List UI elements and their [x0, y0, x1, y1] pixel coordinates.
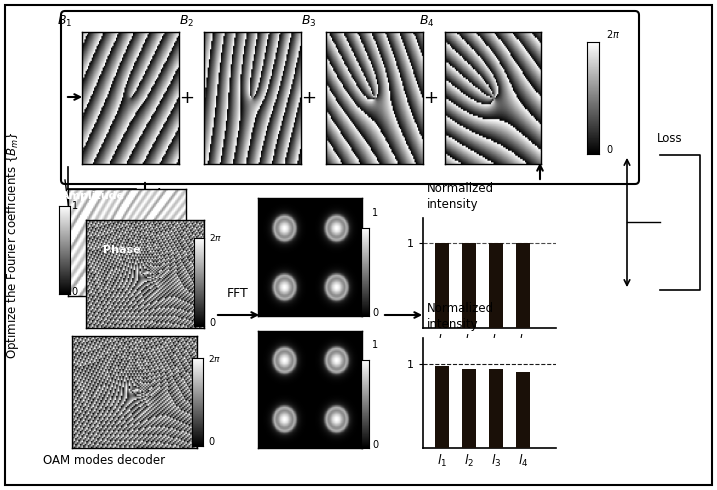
Text: $2\pi$: $2\pi$ — [209, 232, 222, 243]
Text: FFT: FFT — [227, 287, 249, 300]
Text: Arg: Arg — [155, 188, 176, 200]
Text: 0: 0 — [372, 308, 379, 318]
Bar — [435, 244, 449, 328]
Text: $2\pi$: $2\pi$ — [208, 353, 221, 364]
Text: 0: 0 — [72, 287, 78, 296]
Text: $B_1$: $B_1$ — [57, 14, 72, 29]
Text: FFT: FFT — [227, 72, 249, 85]
Bar — [462, 244, 476, 328]
Text: Amplitude: Amplitude — [61, 191, 125, 201]
Text: +: + — [179, 89, 194, 107]
Text: 1: 1 — [372, 208, 379, 218]
Bar — [489, 369, 503, 448]
Text: Normalized
intensity: Normalized intensity — [427, 182, 494, 211]
Text: OAM modes decoder: OAM modes decoder — [43, 454, 165, 467]
Text: $B_4$: $B_4$ — [419, 14, 435, 29]
Text: $2\pi$: $2\pi$ — [606, 28, 620, 40]
Text: 1: 1 — [372, 341, 379, 350]
Text: $B_3$: $B_3$ — [300, 14, 316, 29]
Text: +: + — [301, 89, 315, 107]
Text: $0$: $0$ — [606, 144, 613, 155]
Text: 0: 0 — [372, 440, 379, 450]
Text: $B_2$: $B_2$ — [179, 14, 194, 29]
Text: Optimize the Fourier coefficients {$B_m$}: Optimize the Fourier coefficients {$B_m$… — [4, 131, 22, 359]
Bar — [516, 244, 530, 328]
Bar — [489, 244, 503, 328]
Text: 1: 1 — [72, 201, 78, 211]
Text: 0: 0 — [208, 438, 214, 447]
Text: Phase: Phase — [103, 245, 141, 255]
Bar — [462, 369, 476, 448]
Text: Normalized
intensity: Normalized intensity — [427, 302, 494, 331]
Bar — [516, 372, 530, 448]
Text: +: + — [423, 89, 437, 107]
FancyBboxPatch shape — [61, 11, 639, 184]
Text: 0: 0 — [209, 318, 216, 328]
Text: Loss: Loss — [657, 132, 683, 145]
Bar — [435, 366, 449, 448]
